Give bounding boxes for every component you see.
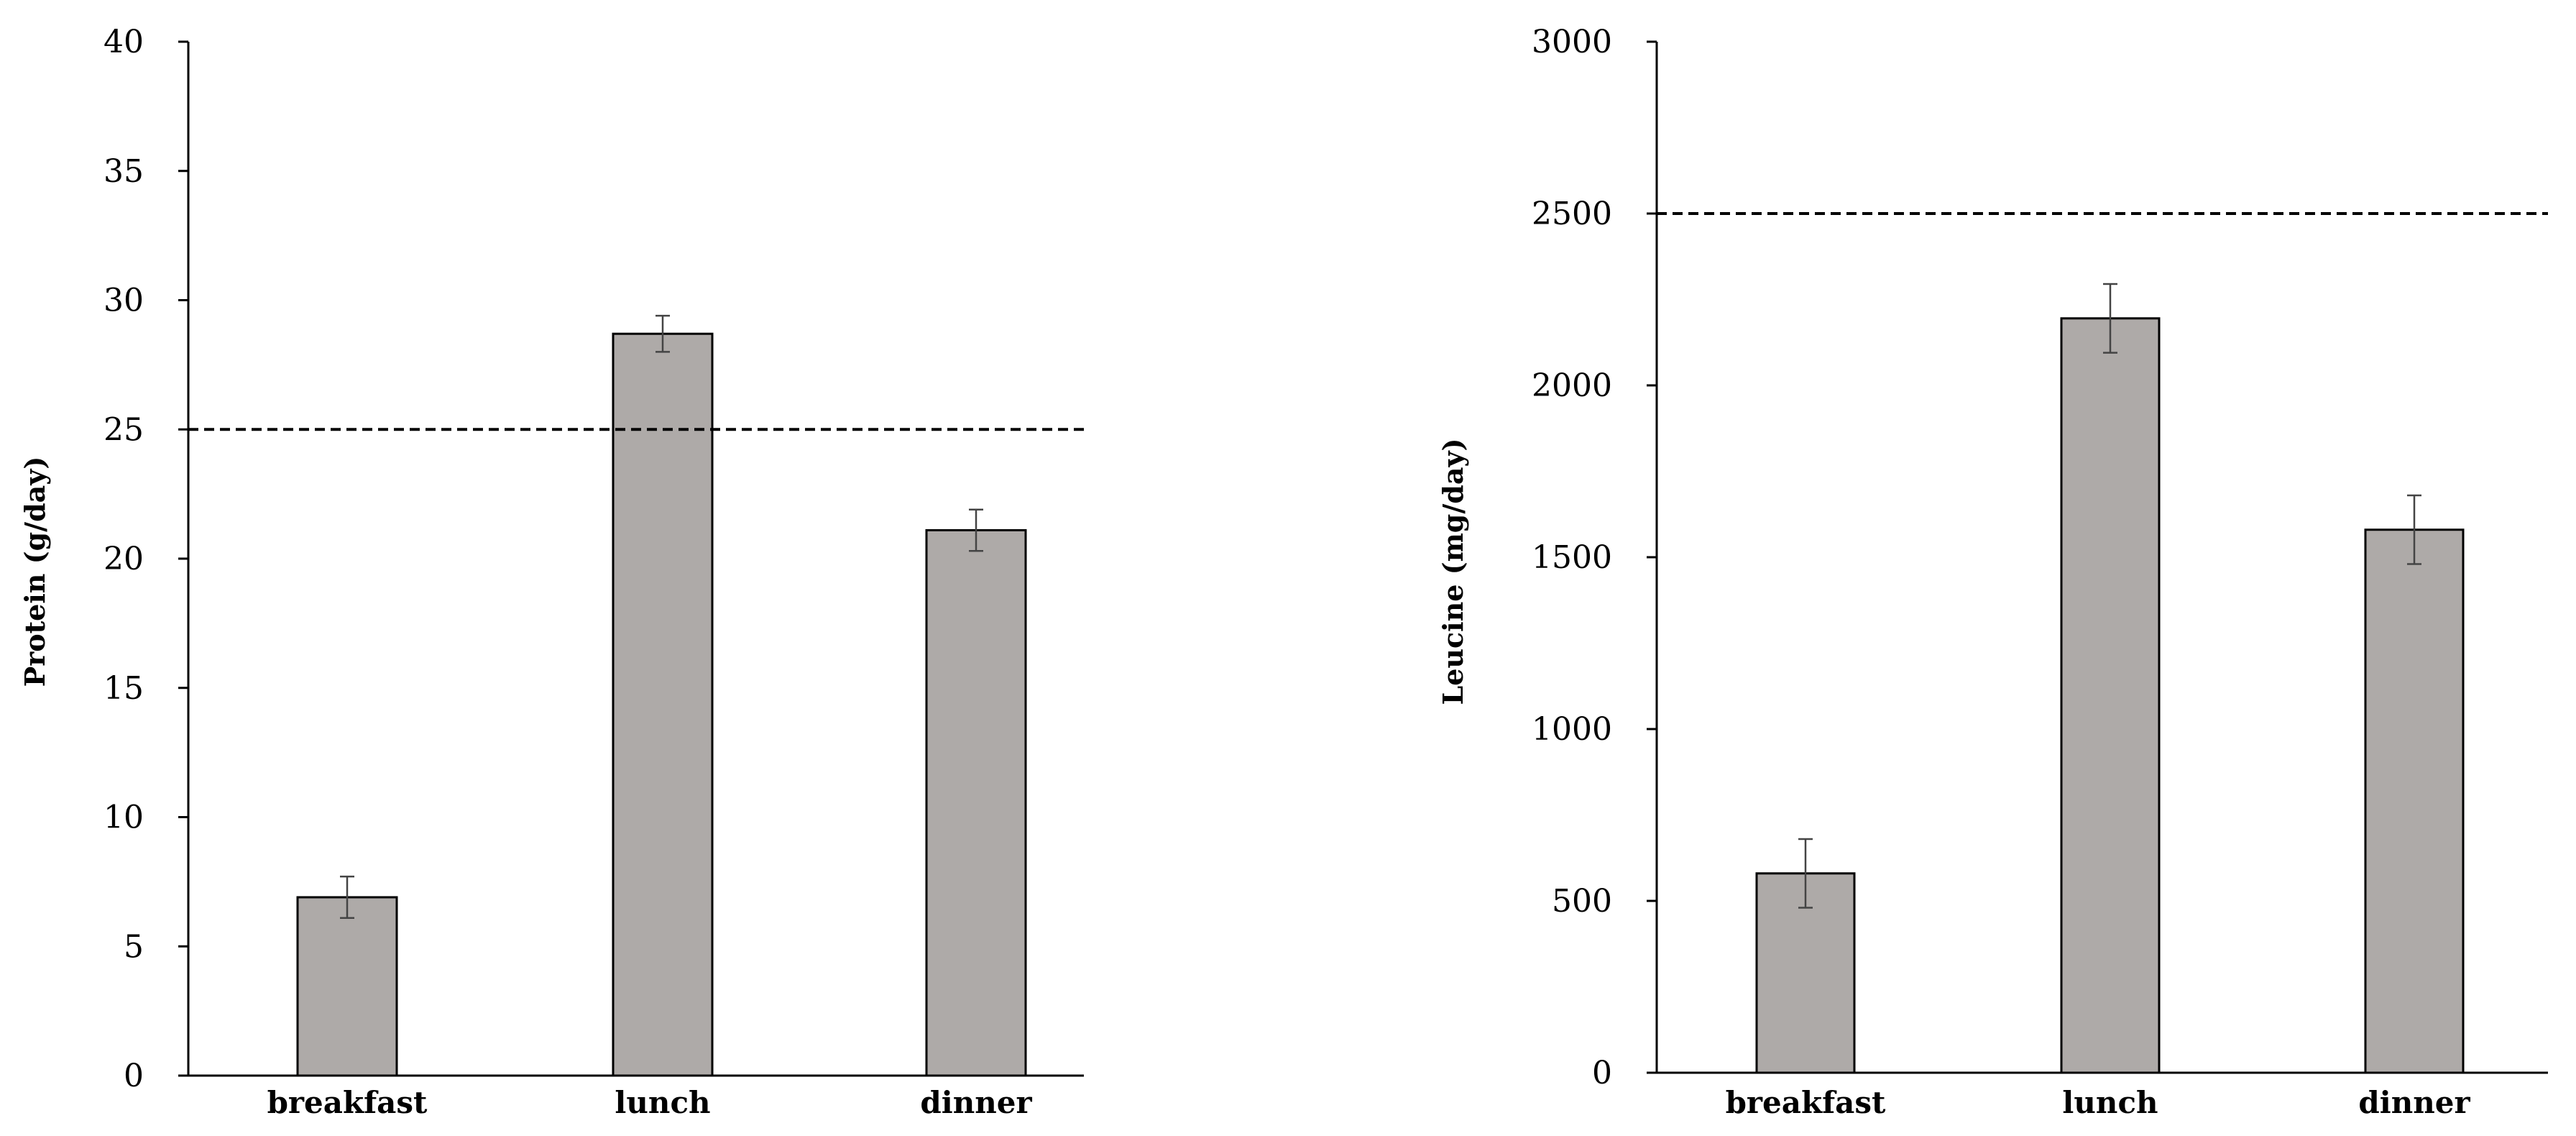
leucine-error-bar-breakfast bbox=[1798, 838, 1813, 909]
protein-y-tick-label: 35 bbox=[104, 153, 144, 190]
leucine-y-tick-label: 2000 bbox=[1532, 367, 1612, 404]
protein-y-tick-label: 25 bbox=[104, 411, 144, 448]
leucine-y-tick-label: 0 bbox=[1592, 1055, 1612, 1091]
leucine-category-label: breakfast bbox=[1726, 1085, 1886, 1120]
leucine-y-tick-label: 1500 bbox=[1532, 539, 1612, 576]
protein-y-tick-label: 10 bbox=[104, 800, 144, 836]
protein-bar-lunch bbox=[612, 332, 714, 1077]
protein-category-label: breakfast bbox=[267, 1085, 428, 1120]
leucine-bar-lunch bbox=[2060, 317, 2161, 1074]
protein-y-tick-label: 30 bbox=[104, 283, 144, 319]
protein-category-label: dinner bbox=[920, 1085, 1032, 1120]
protein-y-tick-label: 15 bbox=[104, 670, 144, 707]
protein-y-tick-label: 5 bbox=[124, 928, 144, 965]
leucine-error-bar-lunch bbox=[2103, 283, 2117, 354]
protein-error-bar-dinner bbox=[969, 508, 983, 552]
protein-y-tick-label: 40 bbox=[104, 24, 144, 60]
leucine-chart: Leucine (mg/day) 0 500 1000 1500 2000 2500 300… bbox=[1437, 24, 2548, 1120]
leucine-category-label: dinner bbox=[2358, 1085, 2470, 1120]
leucine-y-tick-label: 3000 bbox=[1532, 24, 1612, 60]
protein-category-label: lunch bbox=[615, 1085, 710, 1120]
leucine-bar-dinner bbox=[2364, 528, 2465, 1074]
leucine-y-tick-label: 1000 bbox=[1532, 711, 1612, 748]
leucine-y-axis-label: Leucine (mg/day) bbox=[1437, 438, 1469, 705]
protein-y-tick-label: 20 bbox=[104, 541, 144, 577]
leucine-y-tick-label: 500 bbox=[1552, 883, 1612, 920]
protein-y-axis-label: Protein (g/day) bbox=[19, 457, 51, 687]
leucine-category-label: lunch bbox=[2062, 1085, 2158, 1120]
protein-bar-breakfast bbox=[296, 896, 398, 1077]
leucine-y-tick-label: 2500 bbox=[1532, 196, 1612, 232]
protein-error-bar-breakfast bbox=[340, 875, 354, 919]
protein-y-tick-label: 0 bbox=[124, 1058, 144, 1094]
leucine-error-bar-dinner bbox=[2407, 494, 2421, 565]
protein-bar-dinner bbox=[925, 528, 1027, 1077]
protein-chart: Protein (g/day) 0 5 10 15 20 25 30 35 40 breakfas… bbox=[19, 24, 1084, 1120]
protein-error-bar-lunch bbox=[656, 314, 670, 353]
